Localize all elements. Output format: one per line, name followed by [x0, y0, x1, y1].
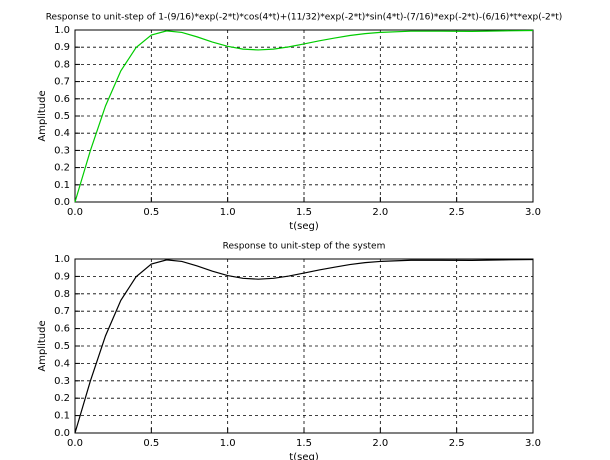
y-tick-label: 0.5: [54, 111, 70, 122]
x-tick-label: 0.0: [67, 207, 83, 218]
y-tick-label: 0.7: [54, 306, 70, 317]
y-tick-label: 0.6: [54, 94, 70, 105]
x-tick-label: 2.0: [372, 438, 388, 449]
x-tick-label: 1.5: [296, 207, 312, 218]
y-tick-label: 0.1: [54, 411, 70, 422]
y-tick-label: 0.1: [54, 180, 70, 191]
y-tick-label: 0.2: [54, 163, 70, 174]
x-tick-label: 3.0: [525, 438, 541, 449]
y-axis-label: Amplitude: [37, 320, 48, 371]
y-tick-label: 0.0: [54, 197, 70, 208]
chart-title: Response to unit-step of the system: [223, 242, 386, 252]
y-tick-label: 1.0: [54, 254, 70, 265]
plot-frame: [74, 29, 534, 203]
y-tick-label: 0.9: [54, 42, 70, 53]
y-tick-label: 0.6: [54, 324, 70, 335]
y-tick-label: 0.7: [54, 77, 70, 88]
x-tick-label: 0.5: [143, 207, 159, 218]
y-tick-label: 0.8: [54, 289, 70, 300]
y-tick-label: 0.3: [54, 376, 70, 387]
y-tick-label: 0.5: [54, 341, 70, 352]
plot-frame: [74, 258, 534, 434]
y-axis-label: Amplitude: [37, 90, 48, 141]
y-tick-label: 1.0: [54, 25, 70, 36]
line-series: [74, 258, 534, 434]
x-tick-label: 1.0: [220, 438, 236, 449]
y-tick-label: 0.4: [54, 128, 70, 139]
x-axis-label: t(seg): [289, 452, 319, 460]
y-tick-label: 0.3: [54, 145, 70, 156]
chart-title: Response to unit-step of 1-(9/16)*exp(-2…: [46, 13, 563, 23]
y-tick-label: 0.2: [54, 393, 70, 404]
x-axis-label: t(seg): [289, 221, 319, 232]
x-tick-label: 0.0: [67, 438, 83, 449]
y-tick-label: 0.8: [54, 59, 70, 70]
x-tick-label: 2.5: [449, 438, 465, 449]
y-tick-label: 0.9: [54, 271, 70, 282]
x-tick-label: 2.0: [372, 207, 388, 218]
x-tick-label: 1.5: [296, 438, 312, 449]
x-tick-label: 3.0: [525, 207, 541, 218]
line-series: [74, 29, 534, 203]
x-tick-label: 2.5: [449, 207, 465, 218]
y-tick-label: 0.4: [54, 358, 70, 369]
y-tick-label: 0.0: [54, 428, 70, 439]
x-tick-label: 0.5: [143, 438, 159, 449]
x-tick-label: 1.0: [220, 207, 236, 218]
